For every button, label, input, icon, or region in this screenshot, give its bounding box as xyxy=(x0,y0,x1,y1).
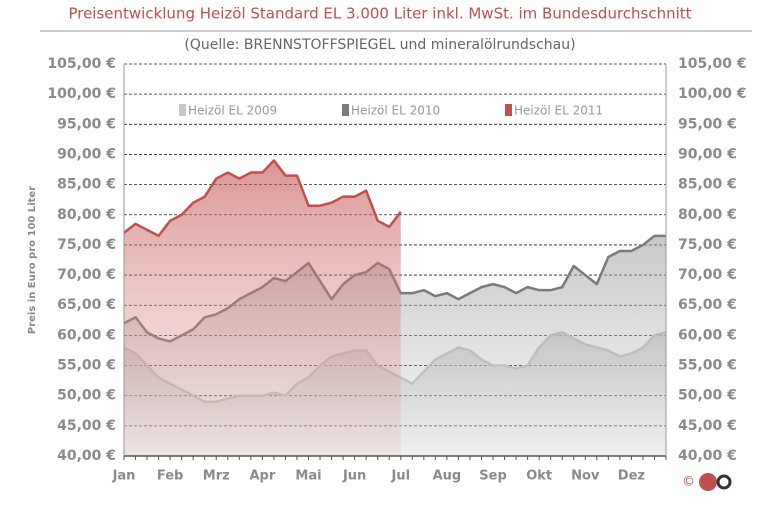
y2-tick-label: 55,00 € xyxy=(678,358,737,374)
x-tick-label: Sep xyxy=(479,469,507,484)
y2-tick-label: 95,00 € xyxy=(678,116,737,132)
y-tick-label: 80,00 € xyxy=(57,207,116,223)
logo xyxy=(716,474,732,490)
y-tick-label: 60,00 € xyxy=(57,327,116,343)
line xyxy=(123,159,402,238)
y-axis-label: Preis in Euro pro 100 Liter xyxy=(27,186,38,334)
y-tick-label: 75,00 € xyxy=(57,237,116,253)
legend-swatch xyxy=(342,104,349,116)
x-tick-label: Jan xyxy=(112,469,136,484)
y2-tick-label: 100,00 € xyxy=(678,86,747,102)
x-tick-label: Mai xyxy=(295,469,321,484)
y-tick-label: 40,00 € xyxy=(57,448,116,464)
y2-tick-label: 70,00 € xyxy=(678,267,737,283)
y2-tick-label: 65,00 € xyxy=(678,297,737,313)
y-tick-label: 90,00 € xyxy=(57,146,116,162)
y2-tick-label: 90,00 € xyxy=(678,146,737,162)
legend-swatch xyxy=(505,104,512,116)
y-tick-label: 70,00 € xyxy=(57,267,116,283)
logo xyxy=(699,473,717,491)
chart-title: Preisentwicklung Heizöl Standard EL 3.00… xyxy=(68,5,691,23)
y-tick-label: 55,00 € xyxy=(57,358,116,374)
y-tick-label: 105,00 € xyxy=(47,56,116,72)
area xyxy=(124,160,401,456)
chart-subtitle: (Quelle: BRENNSTOFFSPIEGEL und mineralöl… xyxy=(184,37,575,53)
legend-label: Heizöl EL 2011 xyxy=(514,104,603,118)
x-tick-label: Jul xyxy=(390,469,410,484)
x-tick-label: Nov xyxy=(571,469,600,484)
y-tick-label: 85,00 € xyxy=(57,177,116,193)
legend-label: Heizöl EL 2009 xyxy=(188,104,277,118)
copyright: © xyxy=(682,475,695,490)
x-tick-label: Mrz xyxy=(203,469,230,484)
x-tick-label: Okt xyxy=(526,469,552,484)
y2-tick-label: 75,00 € xyxy=(678,237,737,253)
y-tick-label: 65,00 € xyxy=(57,297,116,313)
y2-tick-label: 85,00 € xyxy=(678,177,737,193)
y2-tick-label: 45,00 € xyxy=(678,418,737,434)
y2-tick-label: 105,00 € xyxy=(678,56,747,72)
y2-tick-label: 50,00 € xyxy=(678,388,737,404)
y2-tick-label: 80,00 € xyxy=(678,207,737,223)
y-tick-label: 50,00 € xyxy=(57,388,116,404)
x-tick-label: Dez xyxy=(618,469,645,484)
x-tick-label: Feb xyxy=(157,469,183,484)
y2-tick-label: 40,00 € xyxy=(678,448,737,464)
y-tick-label: 45,00 € xyxy=(57,418,116,434)
legend-label: Heizöl EL 2010 xyxy=(351,104,440,118)
legend-swatch xyxy=(179,104,186,116)
y2-tick-label: 60,00 € xyxy=(678,327,737,343)
x-tick-label: Apr xyxy=(249,469,275,484)
x-tick-label: Aug xyxy=(433,469,462,484)
x-tick-label: Jun xyxy=(342,469,366,484)
y-tick-label: 100,00 € xyxy=(47,86,116,102)
y-tick-label: 95,00 € xyxy=(57,116,116,132)
